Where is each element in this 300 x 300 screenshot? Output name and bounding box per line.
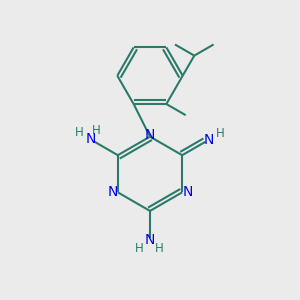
Text: N: N — [145, 128, 155, 142]
Text: H: H — [135, 242, 144, 256]
Text: N: N — [107, 185, 118, 200]
Text: N: N — [182, 185, 193, 200]
Text: N: N — [86, 132, 96, 146]
Text: H: H — [216, 127, 225, 140]
Text: N: N — [145, 233, 155, 247]
Text: H: H — [92, 124, 100, 137]
Text: H: H — [155, 242, 164, 256]
Text: N: N — [204, 133, 214, 147]
Text: H: H — [75, 126, 84, 139]
